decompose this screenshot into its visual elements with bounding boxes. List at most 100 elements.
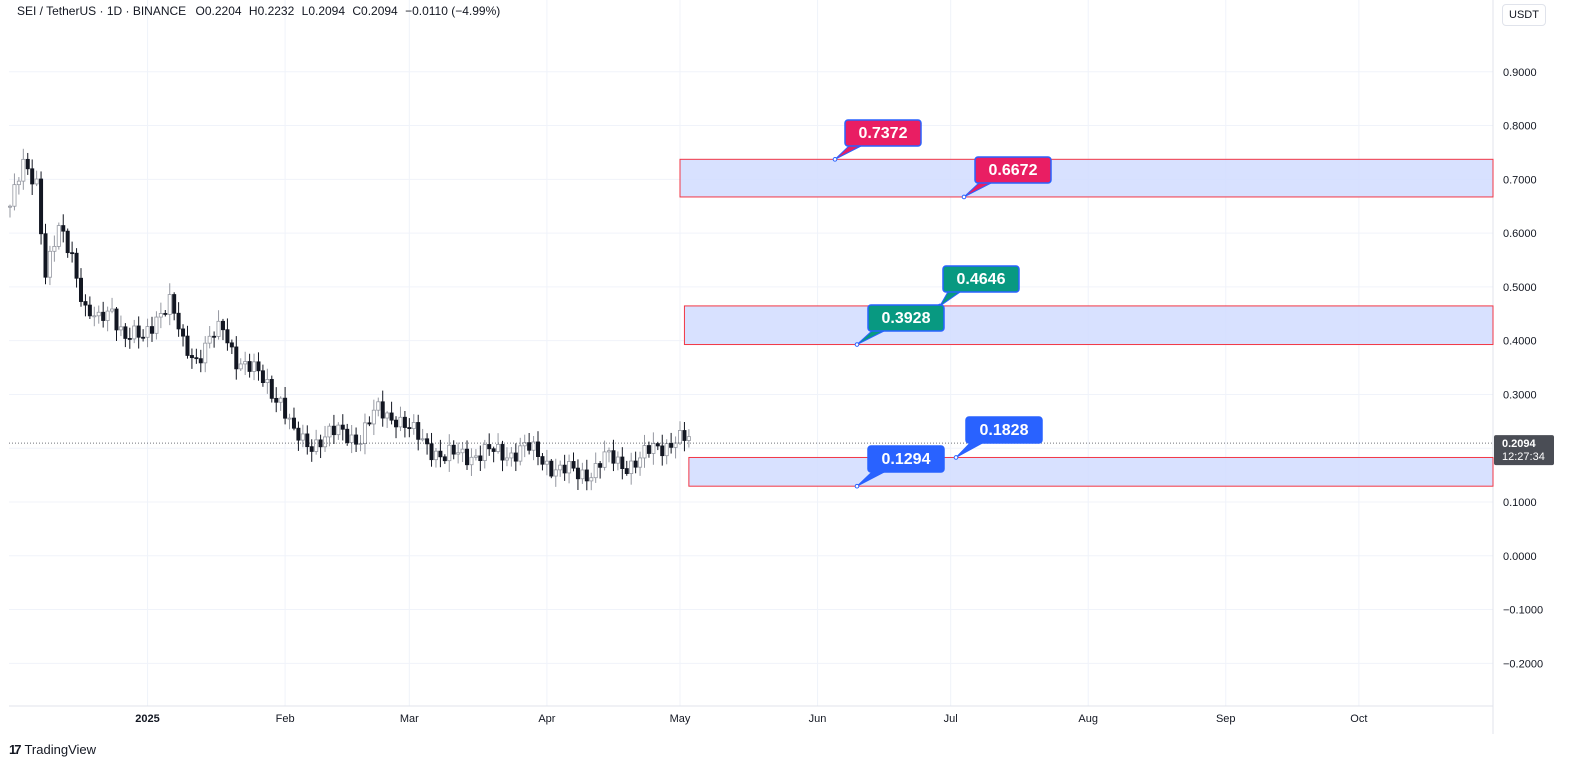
- y-tick-label: 0.3000: [1503, 389, 1537, 401]
- candle-body: [323, 436, 328, 448]
- candle-body: [562, 464, 567, 474]
- candle-body: [620, 456, 625, 469]
- last-price-value: 0.2094: [1502, 438, 1537, 450]
- callout-label: 0.4646: [957, 271, 1006, 288]
- callout-box: [867, 445, 945, 473]
- x-tick-label: 2025: [135, 713, 159, 725]
- candle-body: [527, 442, 532, 451]
- candle-body: [345, 428, 350, 444]
- candle-body: [243, 361, 248, 365]
- candle-body: [163, 313, 168, 315]
- candle-body: [92, 315, 97, 318]
- candle-body: [571, 461, 576, 469]
- callout-0-7372: 0.7372: [832, 119, 922, 162]
- candle-body: [433, 450, 438, 461]
- candle-body: [669, 443, 674, 448]
- candle-body: [642, 445, 647, 459]
- brand-name: TradingView: [24, 741, 97, 757]
- candle-body: [127, 338, 132, 340]
- callout-box: [867, 304, 945, 332]
- callout-label: 0.1828: [980, 422, 1029, 439]
- candle-body: [207, 335, 212, 344]
- candle-body: [212, 335, 217, 338]
- callout-box: [974, 156, 1052, 184]
- candle-body: [420, 438, 425, 441]
- x-tick-label: May: [670, 713, 691, 725]
- open-label: O: [195, 4, 205, 18]
- callout-anchor: [953, 455, 959, 460]
- high-value: 0.2232: [257, 4, 295, 18]
- candle-body: [56, 225, 61, 247]
- candle-body: [70, 252, 75, 255]
- currency-button[interactable]: USDT: [1502, 4, 1546, 26]
- callout-0-1294: 0.1294: [854, 445, 945, 489]
- low-value: 0.2094: [308, 4, 346, 18]
- candle-body: [216, 320, 221, 337]
- candle-body: [340, 424, 345, 430]
- candle-body: [487, 444, 492, 450]
- candle-body: [646, 445, 651, 454]
- callout-label: 0.6672: [989, 162, 1038, 179]
- tradingview-brand[interactable]: 17 TradingView: [9, 741, 96, 757]
- y-tick-label: 0.5000: [1503, 282, 1537, 294]
- candle-body: [460, 448, 465, 454]
- candle-body: [602, 451, 607, 468]
- candle-body: [491, 448, 496, 452]
- candle-body: [78, 277, 83, 302]
- candle-body: [141, 336, 146, 339]
- symbol-name[interactable]: SEI / TetherUS · 1D · BINANCE: [17, 4, 187, 18]
- candle-body: [500, 444, 505, 461]
- y-tick-label: 0.9000: [1503, 67, 1537, 79]
- candle-body: [172, 294, 177, 314]
- candle-body: [598, 463, 603, 468]
- candle-body: [287, 417, 292, 420]
- x-tick-label: Oct: [1350, 713, 1367, 725]
- candle-body: [123, 326, 128, 339]
- candle-body: [389, 412, 394, 421]
- candle-body: [398, 416, 403, 428]
- x-tick-label: Apr: [538, 713, 555, 725]
- x-tick-label: Sep: [1216, 713, 1236, 725]
- change-value: −0.0110 (−4.99%): [405, 4, 501, 18]
- callout-box: [965, 416, 1043, 444]
- candle-body: [402, 416, 407, 428]
- callout-label: 0.3928: [882, 310, 931, 327]
- candle-body: [607, 450, 612, 453]
- candle-body: [21, 158, 26, 182]
- candle-body: [549, 460, 554, 477]
- candle-body: [394, 419, 399, 428]
- candle-body: [580, 469, 585, 480]
- y-tick-label: −0.2000: [1503, 658, 1543, 670]
- callout-anchor: [854, 342, 860, 347]
- candle-body: [593, 463, 598, 479]
- candle-body: [30, 168, 35, 185]
- candle-body: [518, 445, 523, 462]
- candle-body: [429, 443, 434, 461]
- symbol-legend: SEI / TetherUS · 1D · BINANCE O0.2204 H0…: [17, 4, 500, 18]
- candle-body: [447, 444, 452, 462]
- candle-body: [611, 450, 616, 464]
- candle-body: [354, 434, 359, 445]
- candle-body: [504, 457, 509, 461]
- candle-body: [633, 460, 638, 468]
- candle-body: [327, 425, 332, 438]
- candle-body: [451, 444, 456, 455]
- candle-body: [300, 433, 305, 441]
- candle-body: [438, 450, 443, 458]
- candle-body: [283, 397, 288, 419]
- candle-body: [513, 452, 518, 462]
- candle-body: [456, 452, 461, 455]
- candle-body: [7, 205, 12, 208]
- candle-body: [682, 430, 687, 441]
- callout-label: 0.1294: [882, 451, 931, 468]
- candle-body: [203, 342, 208, 364]
- candle-body: [624, 468, 629, 474]
- callout-0-6672: 0.6672: [961, 156, 1052, 200]
- close-value: 0.2094: [361, 4, 398, 18]
- candle-body: [536, 441, 541, 457]
- candle-body: [118, 326, 123, 331]
- candle-body: [61, 225, 66, 232]
- candle-body: [158, 313, 163, 318]
- candle-body: [291, 417, 296, 429]
